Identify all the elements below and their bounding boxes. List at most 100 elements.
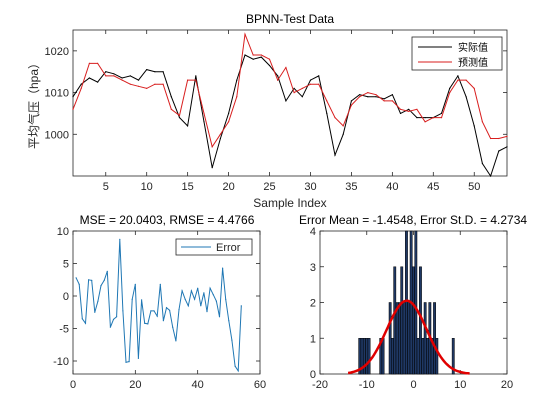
series-predicted-line-point (80, 87, 82, 89)
series-error-line-point (209, 287, 211, 289)
series-error-line-point (116, 316, 118, 318)
top-line-chart: BPNN-Test Data 5 10 15 20 25 30 35 40 45 50 1000 10… (26, 12, 508, 210)
histogram-x-tick-label: 0 (410, 379, 416, 391)
histogram-bar (435, 338, 439, 375)
top-x-tick-label: 30 (304, 181, 316, 193)
series-predicted-line-point (187, 79, 189, 81)
series-error-line-point (169, 309, 171, 311)
series-predicted-line-point (228, 121, 230, 123)
top-legend-box (411, 36, 503, 71)
series-error-line-point (88, 279, 90, 281)
histogram-bar (388, 302, 392, 375)
series-error-line-point (131, 298, 133, 300)
histogram-bar (407, 302, 411, 375)
series-actual-line-point (260, 56, 262, 58)
series-predicted-line-point (383, 100, 385, 102)
series-actual-line-point (334, 154, 336, 156)
series-predicted-line-point (252, 54, 254, 56)
series-actual-line-point (498, 150, 500, 152)
series-error-line-point (225, 298, 227, 300)
series-actual-line-point (367, 96, 369, 98)
series-predicted-line-point (121, 79, 123, 81)
error-y-tick-label: -10 (53, 356, 69, 368)
legend-label-actual: 实际值 (458, 41, 488, 54)
error-x-tick-label: 40 (192, 379, 204, 391)
histogram-bar (416, 338, 420, 375)
top-x-tick-label: 15 (182, 181, 194, 193)
series-error-line-point (106, 270, 108, 272)
series-actual-line-point (481, 162, 483, 165)
series-actual-line-point (146, 69, 148, 71)
series-actual-line-point (383, 98, 385, 100)
series-actual-line-point (195, 75, 197, 77)
series-error-line-point (215, 300, 217, 302)
series-predicted-line-point (277, 79, 279, 81)
series-error-line-point (112, 318, 115, 320)
series-actual-line-point (162, 71, 164, 73)
series-error-line-point (203, 292, 205, 294)
series-predicted-line-point (211, 146, 213, 148)
series-predicted-line-point (506, 135, 508, 137)
histogram-x-tick-label: -20 (312, 379, 328, 391)
series-actual-line-point (457, 75, 459, 77)
series-error-line-point (187, 305, 189, 307)
series-actual-line-point (465, 96, 467, 98)
series-actual-line-point (293, 87, 295, 89)
top-legend: 实际值 预测值 (411, 36, 503, 71)
series-error-line-point (156, 315, 158, 317)
series-actual-line-point (350, 100, 352, 102)
series-error-line-point (84, 322, 87, 324)
series-actual-line-point (88, 77, 90, 79)
series-actual-line-point (424, 117, 426, 119)
histogram-bar (426, 338, 429, 375)
series-error-line-point (172, 326, 174, 328)
series-error-line-point (147, 323, 149, 325)
series-error-line-point (197, 287, 199, 289)
series-error-line-point (194, 298, 196, 300)
series-actual-line-point (326, 112, 328, 114)
series-predicted-line-point (359, 96, 361, 98)
legend-label-predicted: 预测值 (458, 56, 488, 69)
top-x-axis-label: Sample Index (253, 196, 326, 210)
series-predicted-line-point (465, 79, 467, 81)
series-predicted-line-point (432, 117, 434, 119)
histogram-x-tick-label: 10 (454, 379, 466, 391)
series-error-line-point (162, 320, 164, 322)
series-actual-line-point (506, 146, 508, 148)
error-line-chart: MSE = 20.0403, RMSE = 4.4766 0 20 40 60 -10 -… (53, 213, 266, 391)
error-legend-box (175, 238, 253, 256)
series-error-line-point (122, 310, 124, 312)
series-predicted-line-point (334, 117, 336, 119)
histogram-bar (433, 302, 436, 375)
series-predicted-line-point (309, 83, 312, 85)
series-actual-line-point (154, 71, 156, 73)
series-actual-line-point (309, 79, 312, 81)
series-actual-line-point (252, 58, 254, 60)
series-actual-line-point (490, 175, 492, 177)
series-predicted-line-point (154, 83, 156, 85)
error-legend: Error (175, 238, 253, 256)
error-y-tick-label: -5 (59, 324, 69, 336)
series-error-line-point (234, 365, 236, 367)
series-predicted-line-point (498, 137, 500, 140)
series-actual-line-point (170, 96, 172, 98)
series-error-line-point (153, 310, 155, 312)
histogram-x-tick-label: 20 (501, 379, 513, 391)
series-predicted-line-point (129, 83, 131, 85)
series-actual-line-point (285, 100, 287, 102)
series-error-line-point (228, 320, 230, 322)
series-predicted-line-point (399, 108, 402, 110)
normal-fit-curve (347, 299, 470, 375)
histogram-bar (398, 302, 401, 375)
series-error-line-point (94, 311, 96, 313)
series-predicted-line-point (105, 75, 107, 77)
series-predicted-line (72, 32, 508, 149)
series-predicted-line-point (375, 94, 377, 96)
histogram-bar (395, 302, 399, 375)
top-y-tick-label: 1020 (45, 46, 69, 58)
series-actual-line-point (416, 117, 418, 119)
top-x-tick-label: 45 (427, 181, 439, 193)
top-y-tick-label: 1000 (45, 129, 69, 141)
series-error-line-point (237, 370, 239, 372)
